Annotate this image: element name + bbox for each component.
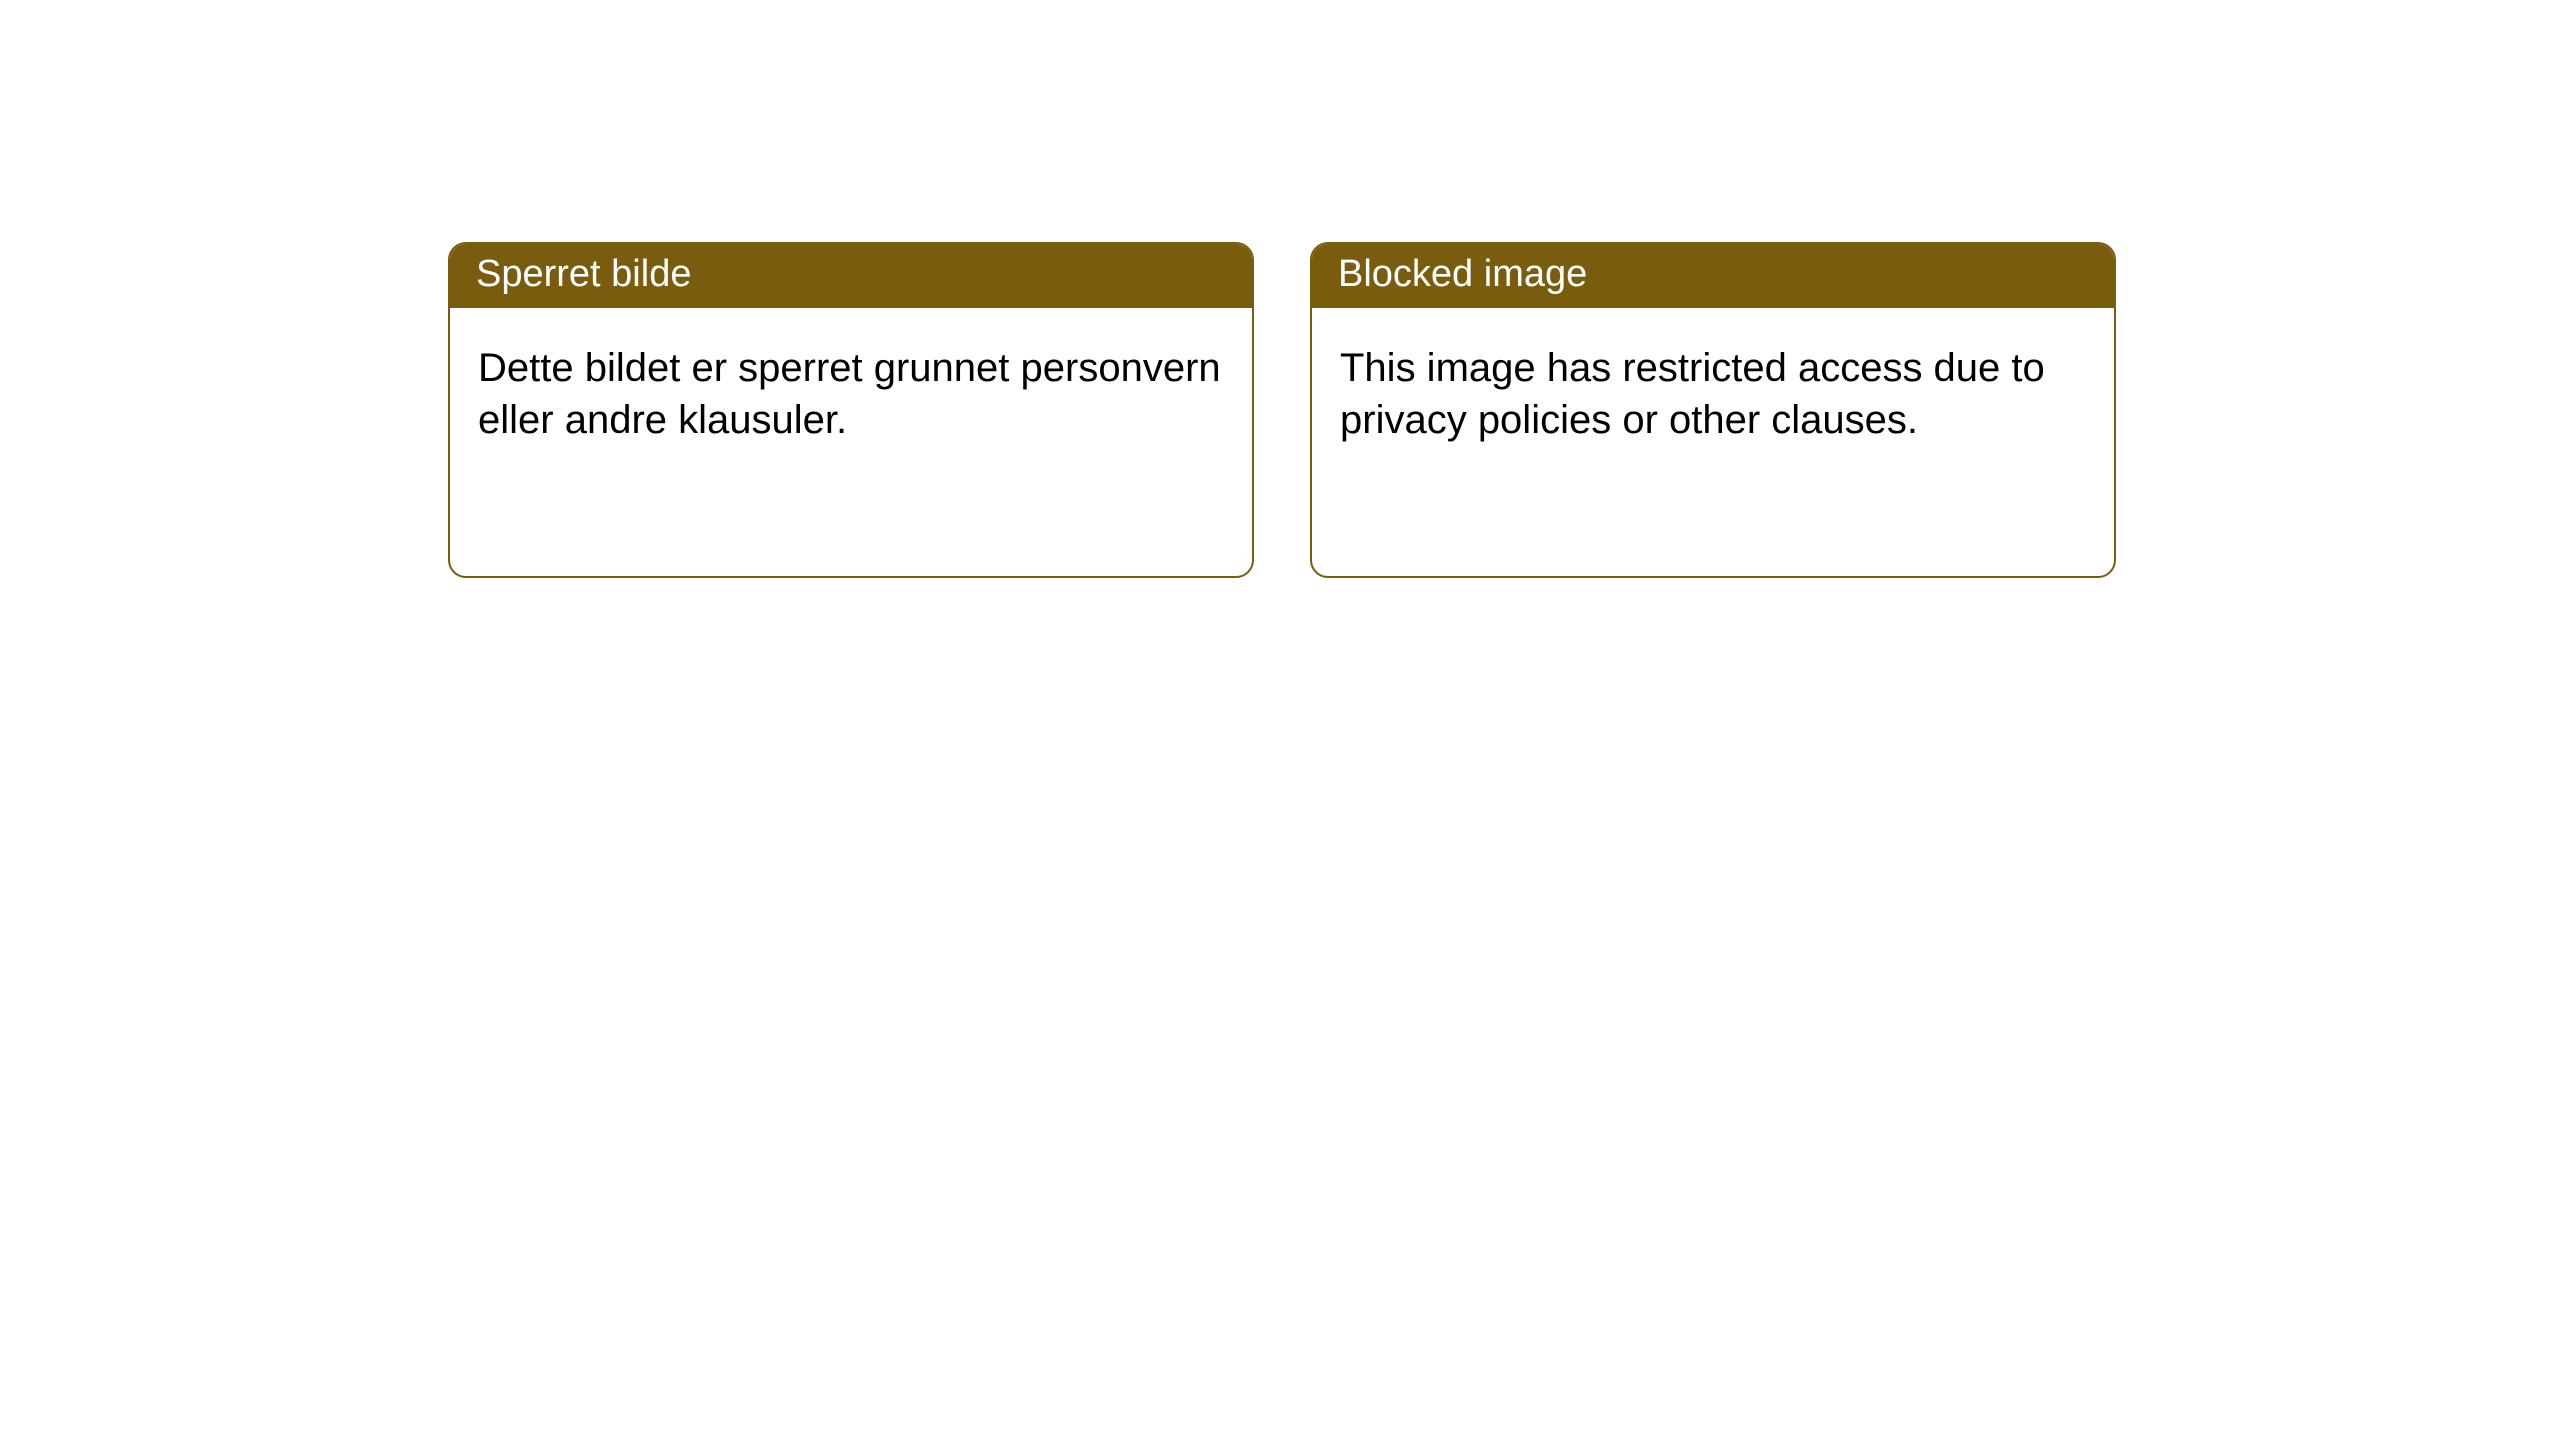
notice-container: Sperret bilde Dette bildet er sperret gr… [0,0,2560,578]
notice-body-norwegian: Dette bildet er sperret grunnet personve… [450,308,1252,480]
notice-title-english: Blocked image [1312,244,2114,308]
notice-title-norwegian: Sperret bilde [450,244,1252,308]
notice-card-norwegian: Sperret bilde Dette bildet er sperret gr… [448,242,1254,578]
notice-body-english: This image has restricted access due to … [1312,308,2114,480]
notice-card-english: Blocked image This image has restricted … [1310,242,2116,578]
